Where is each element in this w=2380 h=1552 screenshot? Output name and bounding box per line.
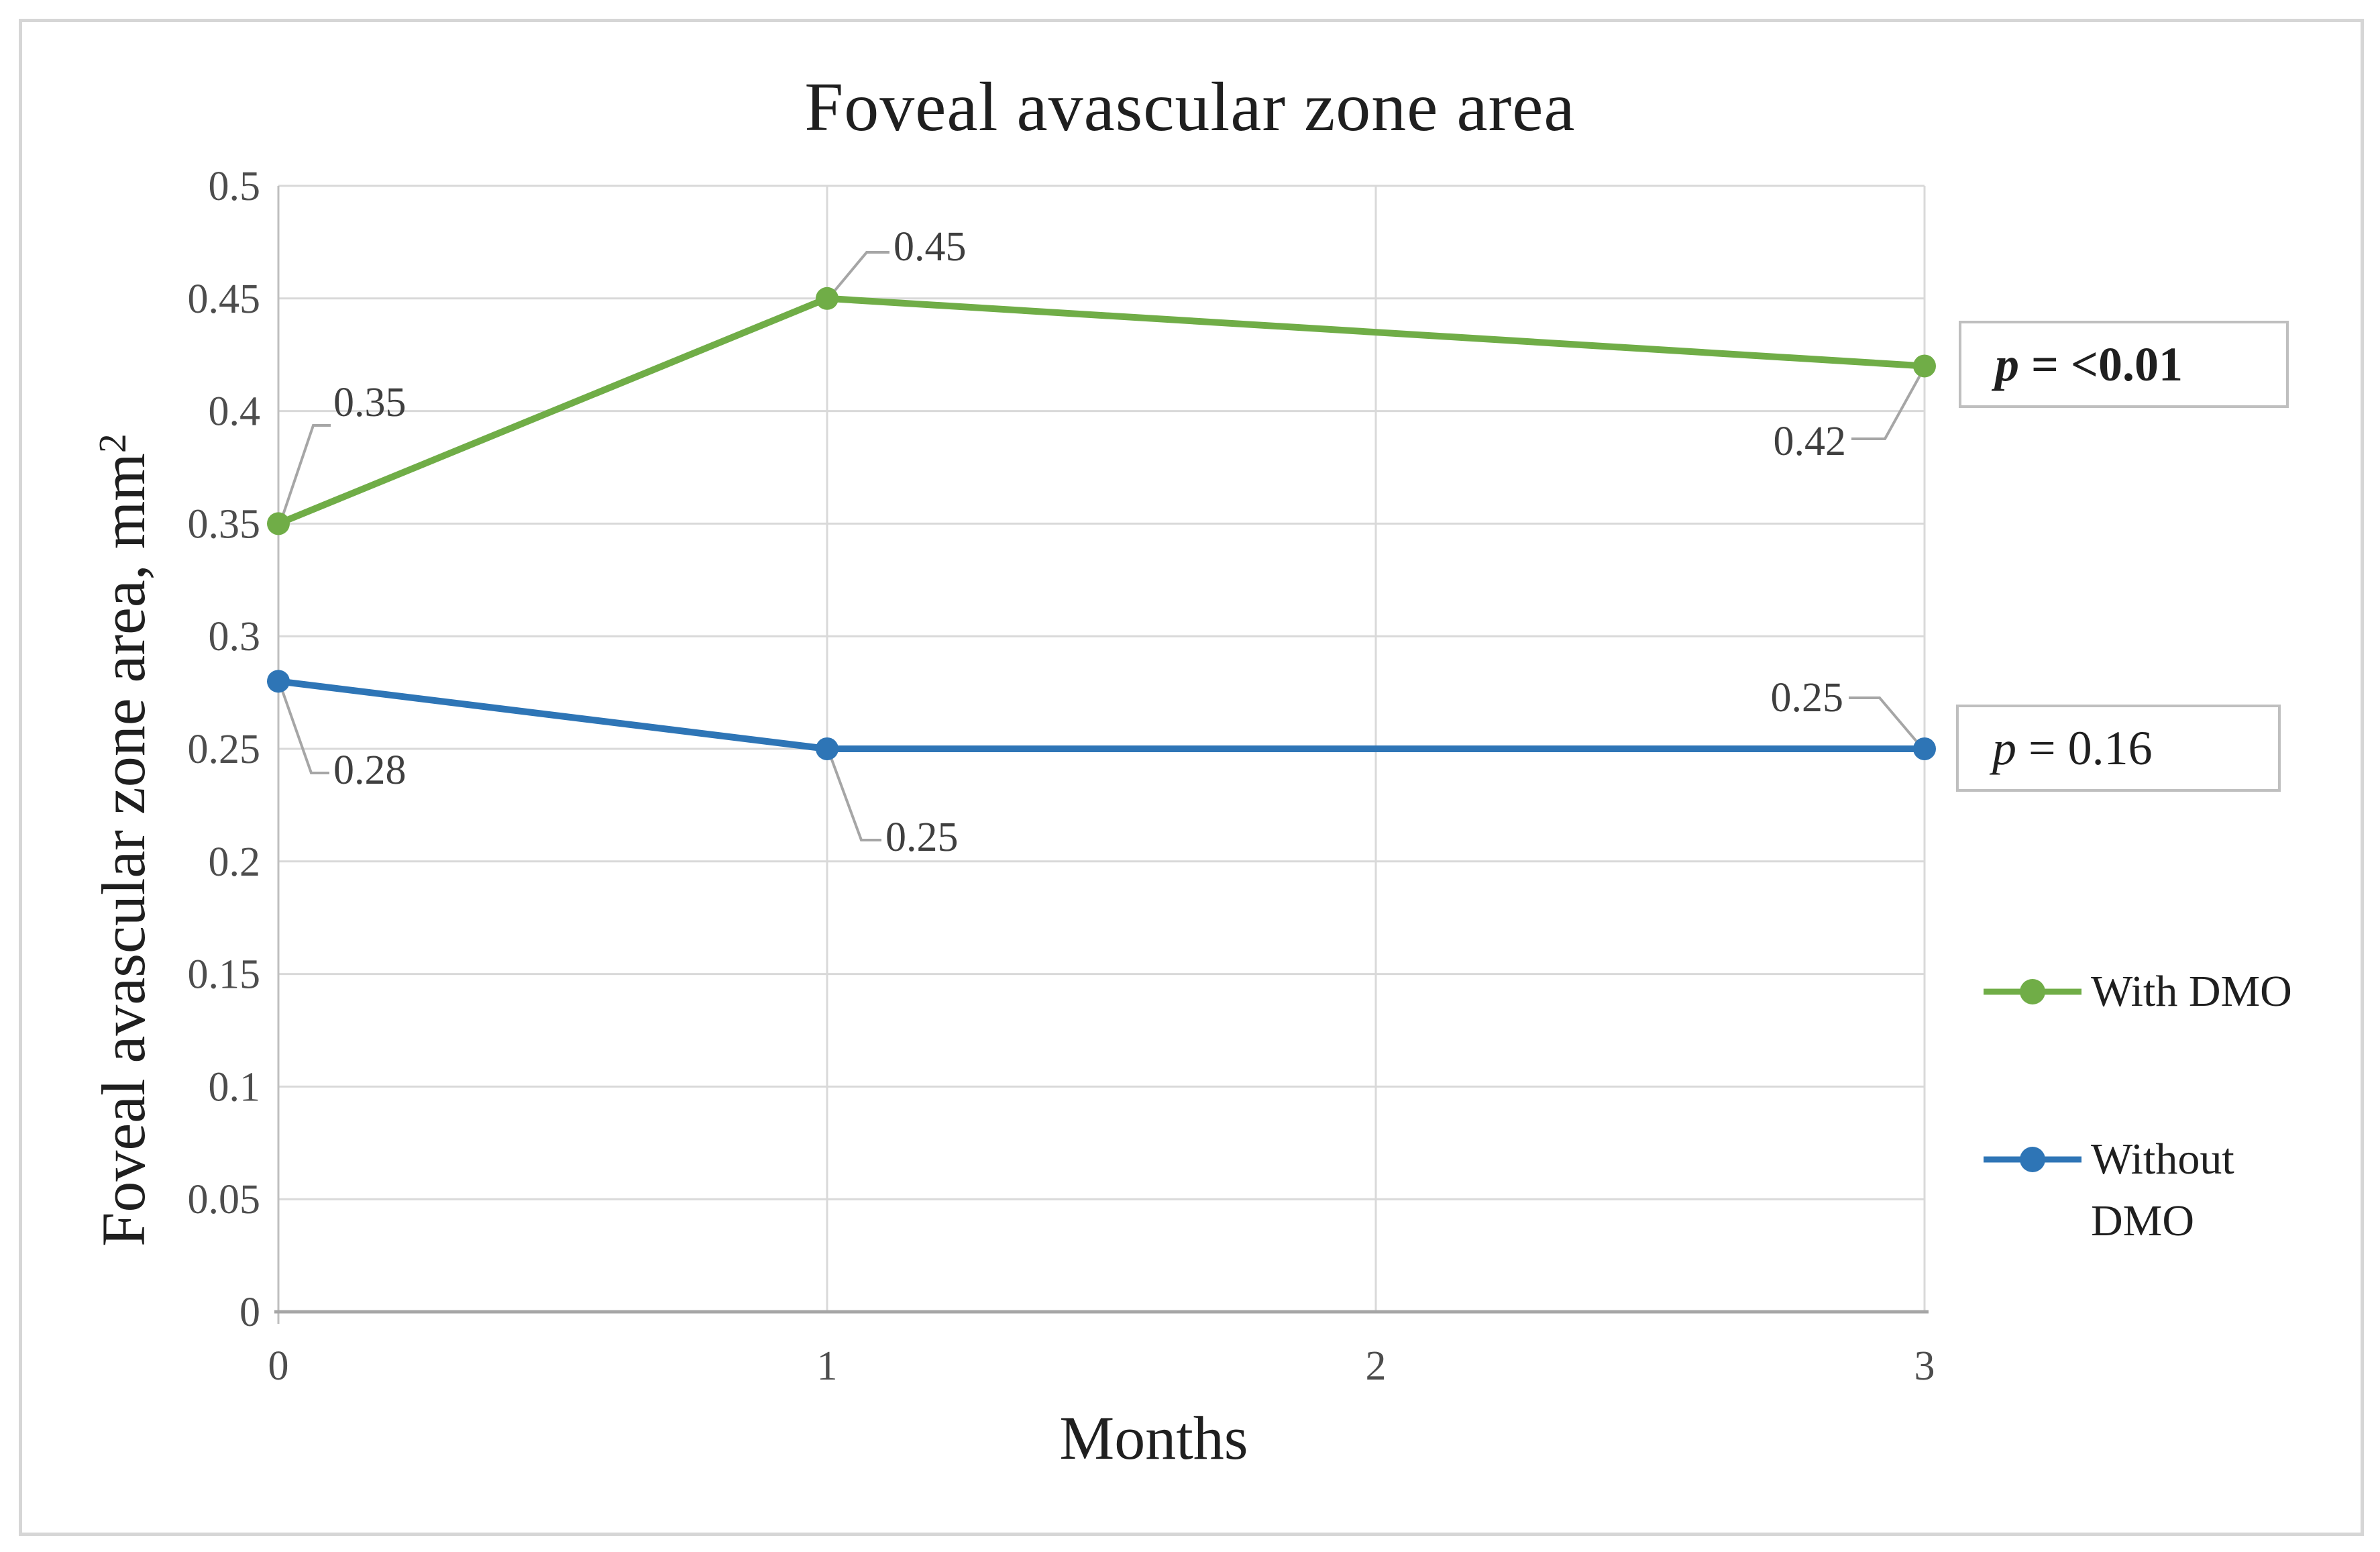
y-tick-label: 0.05 [188,1177,261,1223]
p-symbol: p [1992,721,2016,775]
x-tick-label: 1 [817,1343,838,1389]
data-label-leader-line [1851,375,1921,440]
y-axis-title-text: Foveal avascular zone area, mm [89,453,158,1247]
data-point-marker [267,670,290,693]
data-point-label: 0.45 [894,224,967,270]
data-point-label: 0.25 [1771,675,1844,721]
y-tick-label: 0.3 [209,614,261,660]
legend-line-marker-icon [1984,979,2081,1004]
data-label-leader-line [1849,696,1918,743]
y-tick-label: 0.35 [188,501,261,547]
y-axis-title: Foveal avascular zone area, mm2 [72,236,158,1444]
y-tick-label: 0.4 [209,389,261,435]
y-tick-label: 0.2 [209,839,261,885]
x-tick-label: 0 [268,1343,289,1389]
data-point-label: 0.35 [333,380,407,425]
p-value-box-without-dmo: p = 0.16 [1956,705,2281,792]
legend-line-marker-icon [1984,1147,2081,1172]
data-label-leader-line [828,251,889,298]
data-point-marker [816,287,839,310]
y-tick-label: 0.45 [188,276,261,322]
p-value-text: = 0.16 [2016,721,2153,775]
legend-entry-without-dmo: Without DMO [1982,1129,2322,1252]
y-tick-label: 0.5 [209,164,261,209]
y-axis-title-superscript: 2 [91,433,134,454]
y-tick-label: 0.25 [188,727,261,772]
p-value-box-with-dmo: p = <0.01 [1959,321,2289,408]
chart-title: Foveal avascular zone area [804,68,1576,146]
y-tick-label: 0 [239,1290,260,1335]
y-tick-label: 0.1 [209,1064,261,1110]
x-axis-title: Months [1059,1404,1248,1472]
p-value-text: = <0.01 [2019,337,2183,391]
y-tick-label: 0.15 [188,952,261,998]
data-point-label: 0.42 [1774,419,1847,464]
legend-entry-with-dmo: With DMO [1982,961,2322,1023]
data-point-marker [267,512,290,535]
x-tick-label: 2 [1366,1343,1387,1389]
x-tick-label: 3 [1914,1343,1935,1389]
legend-label: With DMO [2091,967,2292,1016]
p-symbol: p [1995,337,2019,391]
series-line-without-dmo [278,678,1925,752]
data-label-leader-line [828,754,881,841]
data-label-leader-line [280,424,331,521]
data-point-label: 0.28 [333,747,407,793]
data-point-label: 0.25 [885,815,959,860]
data-point-marker [1913,354,1936,378]
legend-label: Without DMO [2091,1135,2234,1245]
figure-border [19,19,2364,1536]
data-point-marker [816,737,839,760]
data-label-leader-line [280,686,329,774]
data-point-marker [1913,737,1936,760]
